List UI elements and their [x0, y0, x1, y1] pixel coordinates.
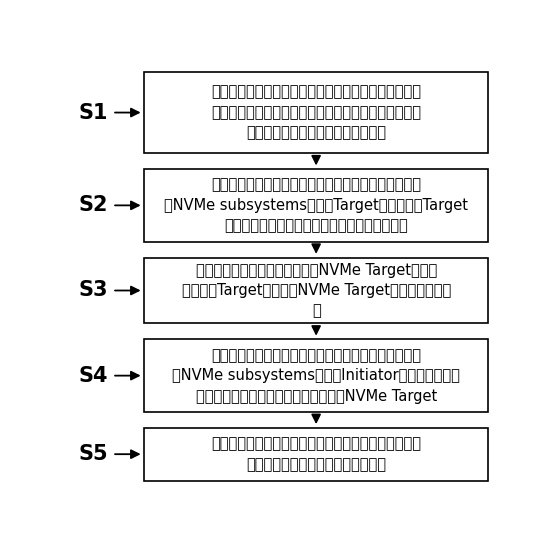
Bar [145, 169, 488, 242]
Bar [145, 258, 488, 323]
Text: 共享端控制器根据链路类型配置NVMe Target映射端
口，并将Target子系统与NVMe Target映射端口建立关
联: 共享端控制器根据链路类型配置NVMe Target映射端 口，并将Target子… [182, 263, 451, 318]
Bar [145, 428, 488, 480]
Text: S4: S4 [78, 365, 107, 386]
Text: 构建基本存储单元，每个基本存储单元包含两个通用双
控存储阵列；每个通用双控存储阵列包含两个控制器和
一个与所有控制器连接的后端硬盘组: 构建基本存储单元，每个基本存储单元包含两个通用双 控存储阵列；每个通用双控存储阵… [211, 85, 421, 141]
Text: 用作访问端的通用双控存储阵列中的两个访问端控制器
在NVMe subsystems中创建Initiator子系统；根据指
定相应端口和链路类型识别与连接对应NV: 用作访问端的通用双控存储阵列中的两个访问端控制器 在NVMe subsystem… [172, 348, 460, 404]
Text: S2: S2 [78, 195, 107, 216]
Text: 用作共享端的通用双控存储阵列中的两个共享端控制器
在NVMe subsystems中创建Target子系统；在Target
子系统的命名空间中添加后端硬盘组的全: 用作共享端的通用双控存储阵列中的两个共享端控制器 在NVMe subsystem… [164, 177, 468, 233]
Bar [145, 340, 488, 412]
Text: S5: S5 [78, 444, 107, 464]
Text: 访问端控制器执行多路径设备管理命令，识别双路径合
成对应的唯一硬盘并建立连接与访问: 访问端控制器执行多路径设备管理命令，识别双路径合 成对应的唯一硬盘并建立连接与访… [211, 437, 421, 472]
Text: S3: S3 [78, 281, 107, 300]
Bar [145, 72, 488, 153]
Text: S1: S1 [78, 102, 107, 123]
